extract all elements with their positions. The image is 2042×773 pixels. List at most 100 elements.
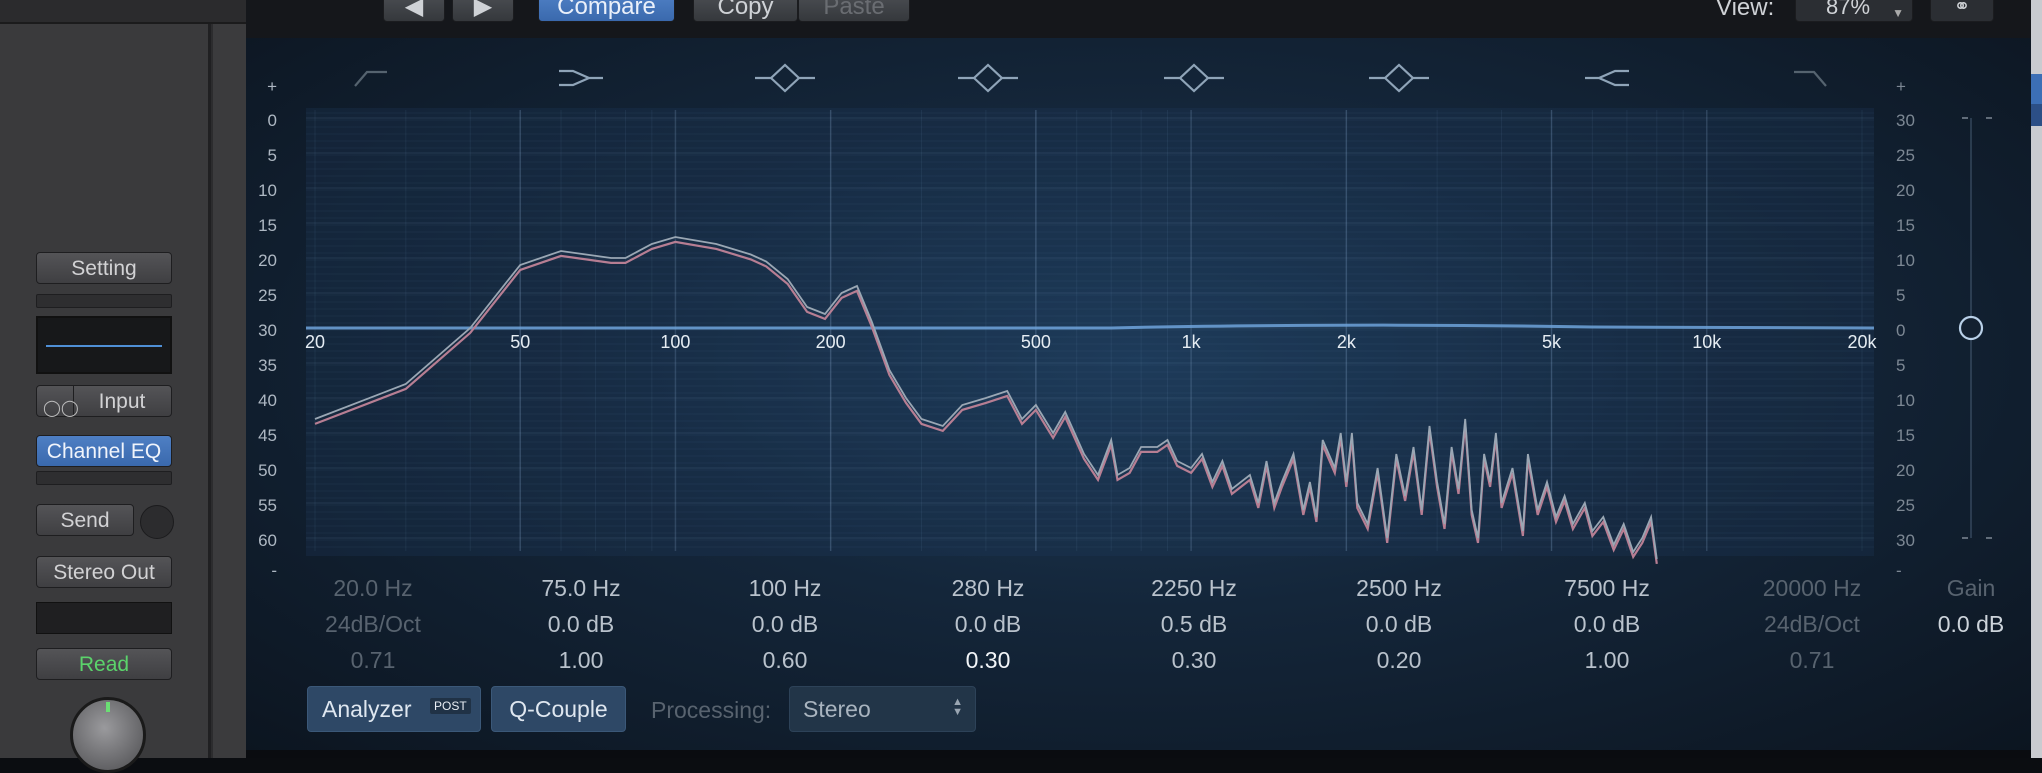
right-scale-label: + <box>1896 77 1906 96</box>
window-edge <box>2031 0 2042 758</box>
band-frequency[interactable]: 2250 Hz <box>1151 575 1237 601</box>
band-gain[interactable]: 0.0 dB <box>1365 611 1433 637</box>
right-scale-label: 30 <box>1896 531 1915 550</box>
band-q[interactable]: 0.30 <box>1171 647 1217 673</box>
low-shelf-icon[interactable] <box>559 69 603 87</box>
highcut-icon[interactable] <box>1794 70 1827 87</box>
eq-thumbnail[interactable] <box>36 316 172 374</box>
bell-icon[interactable] <box>1164 63 1224 93</box>
left-scale-label: 30 <box>258 321 277 340</box>
band-frequency[interactable]: 20000 Hz <box>1762 575 1862 601</box>
band-gain[interactable]: 24dB/Oct <box>1764 611 1860 637</box>
band-q[interactable]: 0.71 <box>350 647 396 673</box>
frequency-label: 500 <box>1021 332 1051 352</box>
left-scale-label: 5 <box>268 146 277 165</box>
gain-value[interactable]: 0.0 dB <box>1937 611 2005 637</box>
lowcut-icon[interactable] <box>354 70 387 87</box>
band-frequency[interactable]: 75.0 Hz <box>541 575 621 601</box>
processing-select[interactable]: Stereo ▲ ▼ <box>789 686 976 732</box>
previous-setting-button[interactable]: ◀ <box>383 0 445 22</box>
right-scale-label: - <box>1896 561 1902 580</box>
next-setting-button[interactable]: ▶ <box>452 0 514 22</box>
right-scale-label: 5 <box>1896 286 1905 305</box>
eq-curve[interactable] <box>306 323 1875 330</box>
link-icon[interactable]: ◯◯ <box>37 386 79 417</box>
view-zoom-select[interactable]: 87% ▼ <box>1795 0 1913 22</box>
pan-knob[interactable] <box>70 697 146 773</box>
link-icon: ⚭ <box>1953 0 1971 18</box>
eq-graph[interactable]: +051015202530354045505560-+3025201510505… <box>246 38 2031 753</box>
frequency-label: 2k <box>1337 332 1357 352</box>
band-frequency[interactable]: 7500 Hz <box>1564 575 1650 601</box>
copy-button[interactable]: Copy <box>693 0 798 22</box>
right-scale-label: 15 <box>1896 216 1915 235</box>
frequency-label: 50 <box>510 332 530 352</box>
processing-value: Stereo <box>803 696 871 722</box>
band-q[interactable]: 0.60 <box>762 647 808 673</box>
compare-button[interactable]: Compare <box>538 0 675 22</box>
paste-button[interactable]: Paste <box>798 0 910 22</box>
setting-button[interactable]: Setting <box>36 252 172 284</box>
frequency-label: 1k <box>1182 332 1202 352</box>
left-scale-label: 45 <box>258 426 277 445</box>
band-q[interactable]: 1.00 <box>558 647 604 673</box>
band-gain[interactable]: 0.0 dB <box>954 611 1022 637</box>
eq-display[interactable]: +0 5 10 15 20 25 30 35 40 45 50 55 60- +30 25 20 15 10 5 0 5… <box>246 38 2031 753</box>
right-scale-label: 20 <box>1896 181 1915 200</box>
band-gain[interactable]: 0.0 dB <box>547 611 615 637</box>
bell-icon[interactable] <box>755 63 815 93</box>
right-scale-label: 15 <box>1896 426 1915 445</box>
strip-column <box>0 0 211 758</box>
right-scale-label: 5 <box>1896 356 1905 375</box>
analyzer-label: Analyzer <box>322 696 412 722</box>
band-gain[interactable]: 0.5 dB <box>1160 611 1228 637</box>
left-scale-label: 15 <box>258 216 277 235</box>
right-scale-label: 25 <box>1896 146 1915 165</box>
q-couple-button[interactable]: Q-Couple <box>491 686 626 732</box>
strip-top-bar <box>0 0 246 24</box>
bottom-edge <box>246 750 2031 758</box>
band-gain[interactable]: 24dB/Oct <box>325 611 421 637</box>
analyzer-mode-badge[interactable]: POST <box>430 698 471 714</box>
band-q[interactable]: 1.00 <box>1584 647 1630 673</box>
output-button[interactable]: Stereo Out <box>36 556 172 588</box>
right-scale-label: 0 <box>1896 321 1905 340</box>
eq-slot[interactable] <box>36 294 172 308</box>
bell-icon[interactable] <box>958 63 1018 93</box>
band-frequency[interactable]: 2500 Hz <box>1356 575 1442 601</box>
input-button[interactable]: ◯◯ Input <box>36 385 172 417</box>
analyzer-button[interactable]: Analyzer POST <box>307 686 481 732</box>
view-label: View: <box>1716 0 1775 21</box>
link-button[interactable]: ⚭ <box>1930 0 1994 22</box>
right-scale-label: 30 <box>1896 111 1915 130</box>
automation-mode-button[interactable]: Read <box>36 648 172 680</box>
band-frequency[interactable]: 280 Hz <box>951 575 1025 601</box>
plot-area[interactable] <box>306 108 1874 556</box>
chevron-down-icon: ▼ <box>1892 6 1904 20</box>
right-scale-label: 10 <box>1896 251 1915 270</box>
band-q[interactable]: 0.20 <box>1376 647 1422 673</box>
channel-strip: Setting ◯◯ Input Channel EQ Send Stereo … <box>0 0 248 773</box>
view-zoom-value: 87% <box>1826 0 1871 19</box>
band-q[interactable]: 0.30 <box>965 647 1011 673</box>
band-frequency[interactable]: 20.0 Hz <box>333 575 413 601</box>
input-label: Input <box>98 390 146 413</box>
band-gain[interactable]: 0.0 dB <box>751 611 819 637</box>
right-scale-label: 20 <box>1896 461 1915 480</box>
pan-knob-indicator <box>106 702 110 712</box>
group-slot[interactable] <box>36 602 172 634</box>
gain-label: Gain <box>1946 575 1996 601</box>
left-scale-label: + <box>267 77 277 96</box>
band-frequency[interactable]: 100 Hz <box>748 575 822 601</box>
strip-column-secondary <box>211 0 248 758</box>
bell-icon[interactable] <box>1369 63 1429 93</box>
gain-slider-handle[interactable] <box>1958 315 1984 341</box>
high-shelf-icon[interactable] <box>1585 69 1629 87</box>
send-button[interactable]: Send <box>36 504 134 536</box>
band-gain[interactable]: 0.0 dB <box>1573 611 1641 637</box>
plugin-slot-empty[interactable] <box>36 471 172 485</box>
band-q[interactable]: 0.71 <box>1789 647 1835 673</box>
send-knob[interactable] <box>140 505 174 539</box>
channel-eq-slot[interactable]: Channel EQ <box>36 435 172 467</box>
analyzer-curve-post <box>314 236 1658 560</box>
